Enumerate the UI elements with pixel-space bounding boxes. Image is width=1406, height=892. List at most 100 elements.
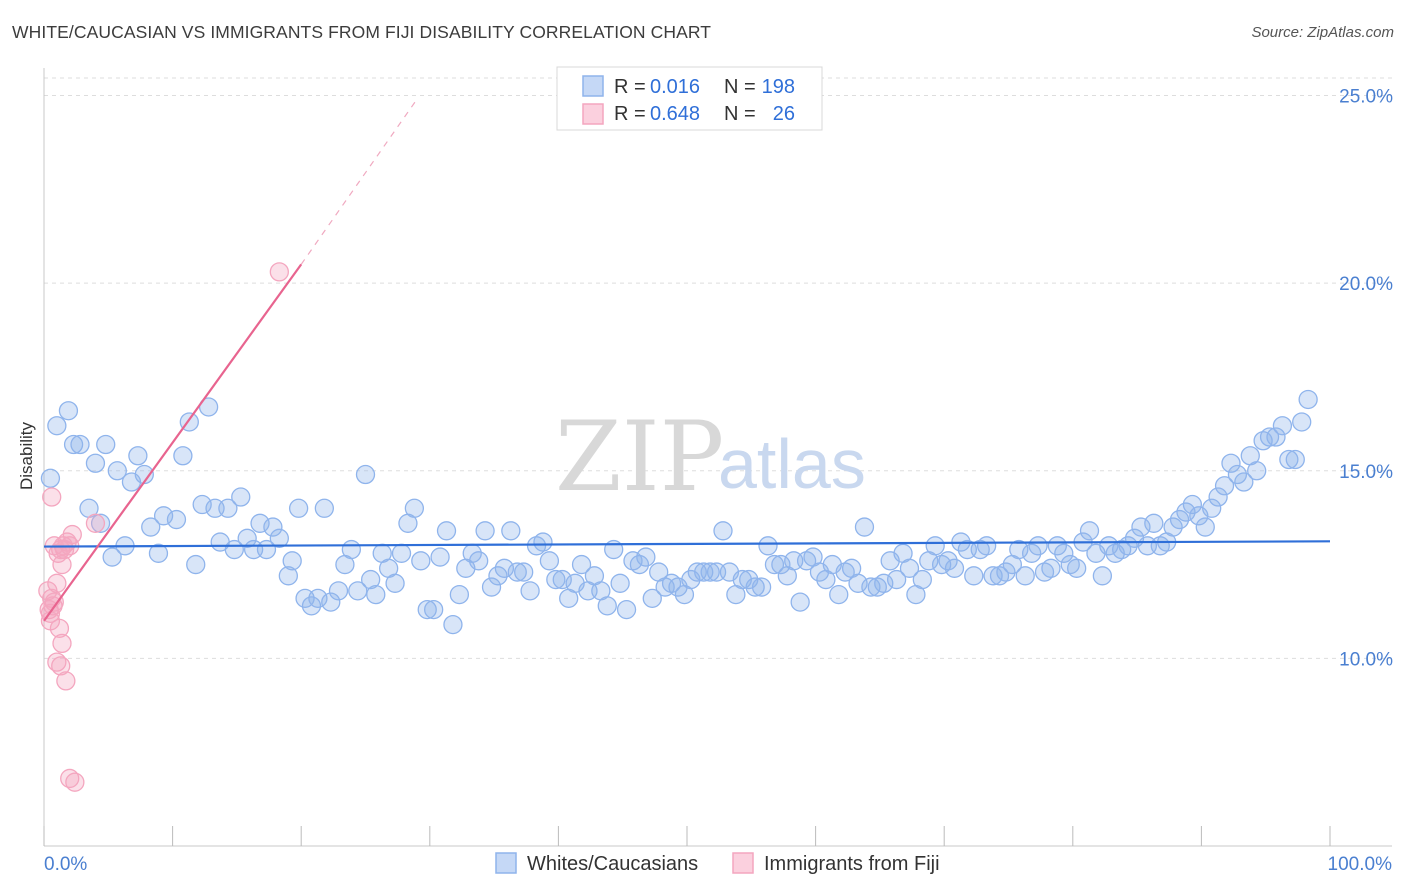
data-point [514,562,534,582]
data-point [912,569,932,590]
data-point [1182,494,1203,515]
data-point [475,521,495,541]
data-point [355,464,376,485]
data-point [107,461,127,481]
data-point [1163,517,1183,537]
legend-n-label-fiji: N = [724,103,756,125]
data-point [52,554,72,575]
data-point [976,536,997,556]
data-point [597,596,617,616]
data-point [996,562,1016,582]
legend-r-label-whites: R = [614,76,646,98]
data-point [758,536,778,556]
data-point [278,566,298,586]
trend-line-fiji [43,263,303,622]
data-point [636,547,656,567]
data-point [764,554,785,575]
data-point [70,434,90,455]
top-legend: R = 0.016 N = 198 R = 0.648 N = 26 [556,66,823,131]
data-point [1144,513,1164,533]
data-point [449,584,470,605]
data-point [443,614,463,635]
data-point [1195,517,1215,537]
data-point [341,539,362,560]
data-point [218,498,238,518]
data-point [713,521,733,541]
data-point [481,577,502,597]
legend-n-value-whites: 198 [762,76,795,98]
data-point [700,562,720,582]
data-point [1298,389,1318,410]
data-point [1015,566,1035,586]
data-point [141,517,161,537]
data-point [62,524,82,545]
data-point [829,584,849,605]
chart-source: Source: ZipAtlas.com [1251,24,1394,41]
bottom-legend-swatch-whites [495,852,517,874]
legend-r-value-fiji: 0.648 [650,103,700,125]
data-point [328,581,349,601]
x-tick-label-min: 0.0% [44,854,87,875]
data-point [85,513,106,533]
legend-n-label-whites: N = [724,76,756,98]
bottom-legend-label-fiji: Immigrants from Fiji [764,853,940,875]
data-point [1292,412,1312,432]
legend-n-value-fiji: 26 [773,103,795,125]
data-point [616,599,637,620]
y-tick-label: 25.0% [1339,87,1393,108]
data-point [237,528,257,548]
data-point [436,521,457,541]
data-point [269,262,289,282]
chart-title: WHITE/CAUCASIAN VS IMMIGRANTS FROM FIJI … [12,22,712,42]
data-point [166,509,187,530]
legend-swatch-whites [582,75,604,97]
data-point [1067,558,1087,578]
data-point [571,554,592,575]
data-point [1092,566,1113,586]
data-point [417,599,437,620]
data-point [424,599,444,620]
data-point [65,772,85,792]
x-tick-label-max: 100.0% [1328,854,1393,875]
data-point [404,498,425,518]
data-point [430,547,450,567]
data-point [1227,464,1248,485]
bottom-legend: Whites/Caucasians Immigrants from Fiji [495,852,940,875]
data-point [1266,427,1286,447]
data-point [231,487,251,507]
data-point [40,468,61,488]
data-point [944,558,965,578]
y-tick-label: 20.0% [1339,274,1393,295]
data-point [886,569,907,590]
data-point [42,487,62,507]
data-point [610,573,630,593]
data-point [899,558,920,578]
data-point [1234,472,1254,492]
data-point [269,528,289,548]
data-point [533,532,553,552]
data-point [186,554,206,575]
data-point [629,554,650,575]
legend-r-label-fiji: R = [614,103,646,125]
x-axis-ticks [43,826,1331,846]
data-point [507,562,527,582]
data-point [360,569,381,590]
legend-swatch-fiji [582,103,604,125]
data-point [642,588,662,608]
data-point [469,551,489,571]
data-point [1221,453,1241,473]
data-point [51,656,71,676]
legend-r-value-whites: 0.016 [650,76,700,98]
data-point [520,581,540,601]
data-point [546,569,566,590]
data-point [96,434,116,455]
data-point [1054,543,1074,563]
data-point [1169,509,1190,530]
data-point [348,581,368,601]
data-point [1041,558,1061,578]
series-fiji-points [38,262,289,792]
data-point [90,513,111,533]
data-point [385,573,405,593]
data-point [54,539,75,560]
data-point [314,498,334,518]
